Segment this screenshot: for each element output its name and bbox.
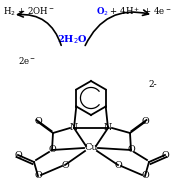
Text: + 4H$^+$ + 4e$^-$: + 4H$^+$ + 4e$^-$ — [107, 5, 171, 17]
Text: H$_2$ + 2OH$^-$: H$_2$ + 2OH$^-$ — [3, 5, 55, 18]
Text: O: O — [48, 146, 56, 154]
Text: 2e$^-$: 2e$^-$ — [18, 55, 36, 66]
Text: N: N — [70, 123, 78, 132]
Text: O: O — [114, 160, 122, 170]
Text: O: O — [61, 160, 69, 170]
Text: O: O — [14, 150, 22, 160]
Text: O: O — [34, 118, 42, 126]
Text: O: O — [141, 118, 149, 126]
Text: 2-: 2- — [148, 80, 157, 89]
Text: O: O — [161, 150, 169, 160]
Text: O$_2$: O$_2$ — [96, 5, 109, 18]
Text: Cu: Cu — [84, 143, 98, 153]
Text: O: O — [141, 171, 149, 180]
Text: N: N — [104, 123, 112, 132]
Text: O: O — [127, 146, 135, 154]
Text: O: O — [34, 171, 42, 180]
Text: 2H$_2$O: 2H$_2$O — [57, 33, 87, 46]
